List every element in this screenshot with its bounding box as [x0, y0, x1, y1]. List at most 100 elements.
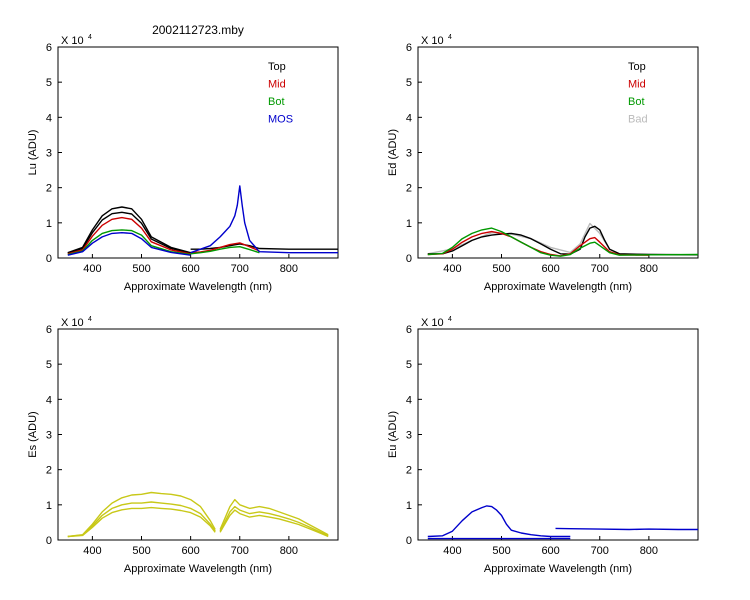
lu-series-mid	[67, 216, 191, 255]
lu-y-tick-label: 4	[46, 112, 52, 124]
es-y-tick-label: 5	[46, 359, 52, 371]
ed-legend-top: Top	[628, 61, 646, 73]
lu-series-mos	[67, 231, 191, 256]
eu-x-tick-label: 700	[591, 545, 609, 557]
ed-legend-mid: Mid	[628, 79, 646, 91]
es-y-tick-label: 4	[46, 394, 52, 406]
lu-series-top	[67, 206, 191, 254]
eu-series-group	[427, 505, 698, 540]
chart-eu: 0 1 2 3 4 5 6 400 500 600 700 800 X 10 4 Approximate W…	[387, 316, 699, 575]
ed-series-bot	[427, 227, 698, 257]
es-x-tick-label: 600	[181, 545, 199, 557]
ed-y-tick-label: 5	[406, 77, 412, 89]
es-series-es	[219, 505, 329, 537]
lu-y-tick-label: 5	[46, 77, 52, 89]
es-series-es	[67, 501, 216, 538]
ed-x-tick-label: 700	[591, 263, 609, 275]
ed-y-tick-label: 0	[406, 253, 412, 265]
lu-series-bot	[190, 245, 260, 255]
ed-series-group	[427, 222, 698, 257]
lu-x-tick-label: 700	[231, 263, 249, 275]
lu-exponent-power: 4	[88, 34, 92, 41]
lu-series-mos	[190, 185, 338, 254]
lu-series-bot	[67, 229, 191, 256]
lu-x-tick-label: 400	[83, 263, 101, 275]
ed-y-tick-label: 1	[406, 218, 412, 230]
lu-y-tick-label: 2	[46, 183, 52, 195]
es-y-tick-label: 0	[46, 535, 52, 547]
eu-y-tick-label: 0	[406, 535, 412, 547]
ed-x-tick-label: 800	[640, 263, 658, 275]
es-series-es	[219, 509, 329, 538]
eu-y-tick-label: 1	[406, 500, 412, 512]
ed-legend-bot: Bot	[628, 96, 645, 108]
eu-x-tick-label: 800	[640, 545, 658, 557]
eu-y-tick-label: 6	[406, 324, 412, 336]
es-x-tick-label: 800	[280, 545, 298, 557]
lu-y-tick-label: 0	[46, 253, 52, 265]
lu-series-top	[190, 243, 338, 250]
lu-y-axis-label: Lu (ADU)	[27, 130, 39, 176]
ed-y-tick-label: 2	[406, 183, 412, 195]
es-y-tick-label: 1	[46, 500, 52, 512]
es-exponent-power: 4	[88, 316, 92, 323]
lu-x-axis-label: Approximate Wavelength (nm)	[124, 281, 272, 293]
es-series-es	[67, 491, 216, 538]
ed-x-tick-label: 600	[541, 263, 559, 275]
lu-series-mid	[190, 242, 260, 254]
eu-y-tick-label: 3	[406, 430, 412, 442]
lu-series-top	[67, 211, 191, 254]
ed-series-top	[427, 225, 698, 256]
lu-y-tick-label: 1	[46, 218, 52, 230]
eu-series-eu	[555, 527, 698, 531]
lu-x-tick-label: 800	[280, 263, 298, 275]
chart-lu: 0 1 2 3 4 5 6 400 500 600 700 800 X 10 4 Approximate W…	[27, 34, 339, 293]
lu-legend-mos: MOS	[268, 114, 293, 126]
lu-y-tick-label: 6	[46, 42, 52, 54]
es-y-tick-label: 6	[46, 324, 52, 336]
eu-exponent-label: X 10	[421, 317, 444, 329]
chart-es: 0 1 2 3 4 5 6 400 500 600 700 800 X 10 4 Approximate W…	[27, 316, 339, 575]
es-x-tick-label: 400	[83, 545, 101, 557]
es-y-tick-label: 2	[46, 465, 52, 477]
ed-exponent-power: 4	[448, 34, 452, 41]
es-x-axis-label: Approximate Wavelength (nm)	[124, 563, 272, 575]
ed-x-tick-label: 400	[443, 263, 461, 275]
eu-x-tick-label: 600	[541, 545, 559, 557]
es-series-es	[219, 498, 329, 536]
ed-x-tick-label: 500	[492, 263, 510, 275]
es-exponent-label: X 10	[61, 317, 84, 329]
ed-y-tick-label: 4	[406, 112, 412, 124]
chart-ed: 0 1 2 3 4 5 6 400 500 600 700 800 X 10 4 Approximate W…	[387, 34, 699, 293]
ed-legend-bad: Bad	[628, 114, 648, 126]
lu-y-tick-label: 3	[46, 148, 52, 160]
ed-y-tick-label: 6	[406, 42, 412, 54]
lu-series-group	[67, 185, 338, 256]
eu-exponent-power: 4	[448, 316, 452, 323]
ed-y-tick-label: 3	[406, 148, 412, 160]
figure-title: 2002112723.mby	[152, 23, 244, 37]
eu-x-tick-label: 400	[443, 545, 461, 557]
es-series-group	[67, 491, 329, 538]
ed-exponent-label: X 10	[421, 35, 444, 47]
eu-y-axis-label: Eu (ADU)	[387, 411, 399, 458]
eu-series-eu	[427, 505, 571, 538]
eu-y-tick-label: 4	[406, 394, 412, 406]
eu-y-tick-label: 5	[406, 359, 412, 371]
lu-exponent-label: X 10	[61, 35, 84, 47]
eu-x-axis-label: Approximate Wavelength (nm)	[484, 563, 632, 575]
ed-x-axis-label: Approximate Wavelength (nm)	[484, 281, 632, 293]
ed-y-axis-label: Ed (ADU)	[387, 129, 399, 176]
es-x-tick-label: 700	[231, 545, 249, 557]
es-y-axis-label: Es (ADU)	[27, 411, 39, 457]
es-series-es	[67, 506, 216, 538]
lu-x-tick-label: 500	[132, 263, 150, 275]
lu-x-tick-label: 600	[181, 263, 199, 275]
es-y-tick-label: 3	[46, 430, 52, 442]
lu-legend-top: Top	[268, 61, 286, 73]
lu-legend-bot: Bot	[268, 96, 285, 108]
lu-legend-mid: Mid	[268, 79, 286, 91]
